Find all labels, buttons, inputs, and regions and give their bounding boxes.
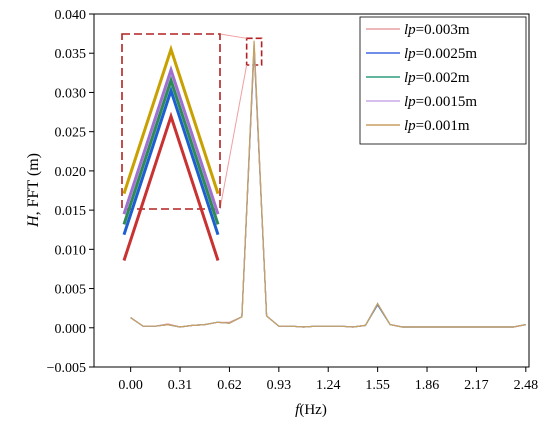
x-tick-label: 0.62 [217,378,242,393]
inset-series-line [122,85,220,236]
inset-series-line [122,111,220,261]
inset-series-line [122,75,220,225]
axis-layer: 0.040 0.035 0.030 0.025 0.020 0.015 0.010 0.005… [47,8,538,393]
legend-label-value: =0.0015m [416,94,478,110]
x-axis-label: f(Hz) [295,402,327,418]
x-tick-label: 2.17 [464,378,489,393]
y-tick-label: 0.030 [55,86,87,101]
y-tick-label: 0.040 [55,8,87,23]
y-tick-label: 0.020 [55,165,87,180]
x-axis-label-variable: f [295,402,301,418]
y-tick-label: 0.010 [55,243,87,258]
legend-label-value: =0.001m [416,118,470,134]
y-tick-label: 0.015 [55,204,87,219]
x-tick-label: 2.48 [514,378,539,393]
legend-label-variable: lp [404,22,416,38]
y-tick-label: 0.035 [55,47,87,62]
legend-label-variable: lp [404,46,416,62]
y-tick-label: 0.000 [55,322,87,337]
x-tick-label: 1.24 [316,378,341,393]
x-tick-label: 1.55 [365,378,390,393]
zoom-connector-line [219,33,247,39]
legend-label-variable: lp [404,118,416,134]
x-tick-label: 1.86 [415,378,440,393]
legend-label-value: =0.0025m [416,46,478,62]
legend-label: lp=0.001m [404,118,470,134]
y-axis-label: H, FFT (m) [25,153,42,228]
y-tick-label: 0.005 [55,283,87,298]
zoom-connectors [219,33,248,210]
legend-label: lp=0.002m [404,70,470,86]
y-axis-label-rest: , FFT (m) [25,153,42,215]
zoom-connector-line [219,64,248,210]
series-line [130,40,526,328]
inset-series-line [122,44,220,195]
legend: lp=0.003mlp=0.0025mlp=0.002mlp=0.0015mlp… [359,16,527,145]
legend-label-variable: lp [404,70,416,86]
legend-label-value: =0.003m [416,22,470,38]
legend-box [359,16,527,145]
zoom-inset [121,33,221,261]
legend-label-value: =0.002m [416,70,470,86]
legend-label: lp=0.003m [404,22,470,38]
x-axis-label-rest: (Hz) [299,402,326,418]
y-tick-label: −0.005 [47,361,86,376]
zoom-source-rect [245,37,263,66]
y-tick-label: 0.025 [55,126,87,141]
x-tick-label: 0.31 [168,378,193,393]
plot-frame [93,13,530,368]
legend-label-variable: lp [404,94,416,110]
series-layer [130,40,526,328]
y-axis-label-variable: H [25,214,42,228]
x-tick-label: 0.93 [267,378,292,393]
zoom-source-box [245,37,263,66]
x-tick-label: 0.00 [118,378,143,393]
legend-label: lp=0.0025m [404,46,477,62]
inset-series-line [122,65,220,215]
legend-label: lp=0.0015m [404,94,477,110]
